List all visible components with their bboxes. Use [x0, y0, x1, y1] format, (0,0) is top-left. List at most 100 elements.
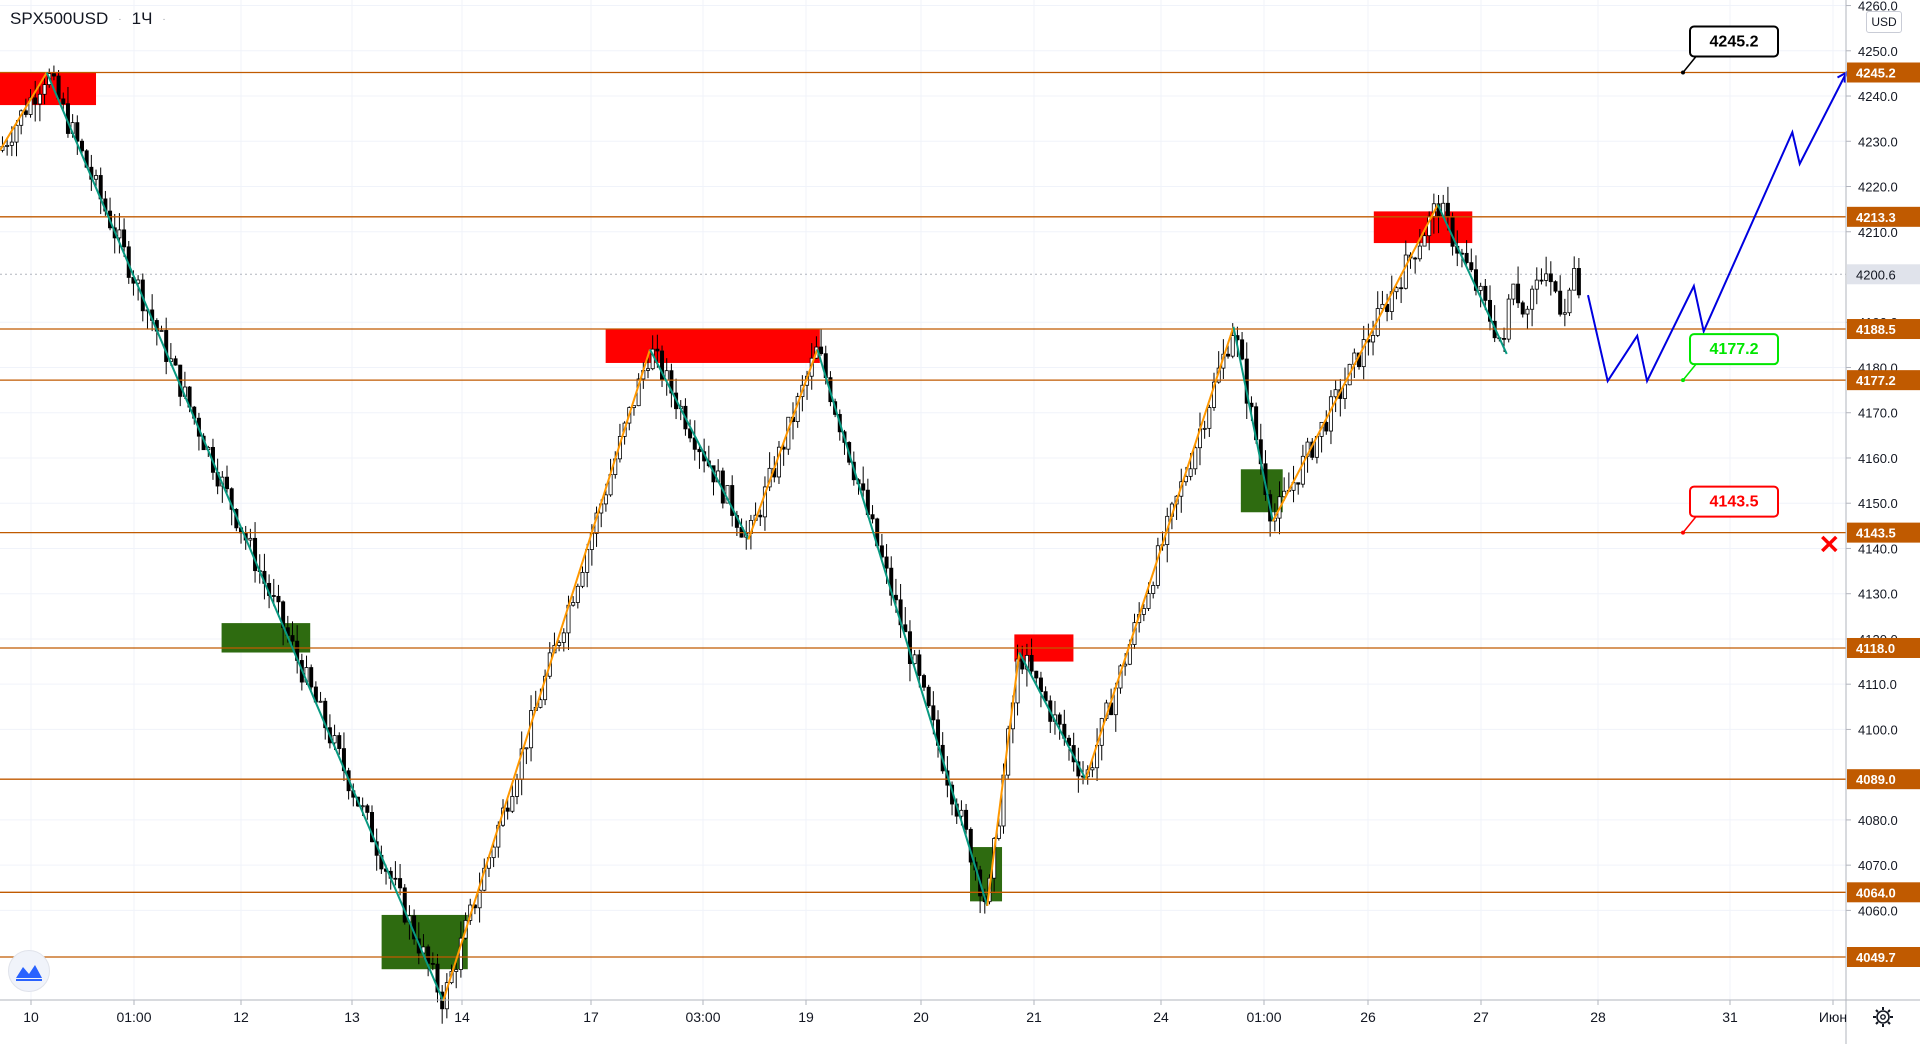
candle: [323, 697, 328, 740]
candle: [926, 684, 931, 708]
level-price-label: 4188.5: [1856, 322, 1896, 337]
candle: [575, 583, 580, 609]
symbol-name[interactable]: SPX500USD: [10, 9, 109, 28]
price-tick-label: 4060.0: [1858, 903, 1898, 918]
chart-header: SPX500USD · 1Ч ·: [10, 9, 166, 29]
candle: [1394, 286, 1399, 300]
zigzag-segment: [1232, 326, 1274, 522]
candle: [1399, 277, 1404, 304]
grid: [0, 0, 1846, 1000]
zigzag-segment: [1436, 204, 1508, 355]
zigzag-segment: [747, 349, 819, 540]
time-tick-label: 28: [1590, 1009, 1606, 1025]
demand-zone: [970, 847, 1003, 902]
candle: [94, 169, 99, 188]
candle: [879, 533, 884, 561]
price-tick-label: 4080.0: [1858, 813, 1898, 828]
price-tick-label: 4250.0: [1858, 44, 1898, 59]
zigzag-segment: [442, 349, 651, 1002]
candle: [1520, 300, 1525, 318]
interval-label[interactable]: 1Ч: [131, 9, 153, 28]
candle: [1464, 240, 1469, 265]
time-tick-label: 26: [1360, 1009, 1376, 1025]
candle: [79, 138, 84, 155]
gear-icon[interactable]: [1872, 1006, 1894, 1028]
candle: [557, 640, 562, 652]
target-label: 4245.2: [1710, 34, 1759, 51]
candle: [1300, 444, 1305, 488]
target-callout: 4143.5: [1681, 485, 1779, 535]
target-callout: 4177.2: [1681, 333, 1779, 383]
candle: [224, 465, 229, 494]
candle: [37, 86, 42, 122]
time-tick-label: 14: [454, 1009, 470, 1025]
price-tick-label: 4150.0: [1858, 496, 1898, 511]
candle: [454, 962, 459, 989]
level-price-tag: [1847, 637, 1920, 658]
currency-badge[interactable]: USD: [1866, 11, 1902, 33]
level-price-label: 4118.0: [1856, 641, 1895, 656]
candle: [1207, 404, 1212, 437]
candle: [430, 952, 435, 971]
candle: [458, 921, 463, 978]
price-tick-label: 4110.0: [1858, 677, 1897, 692]
price-tick-label: 4160.0: [1858, 451, 1898, 466]
candle: [861, 466, 866, 498]
level-price-label: 4049.7: [1856, 950, 1896, 965]
zigzag-segment: [45, 72, 445, 1002]
time-tick-label: 01:00: [1246, 1009, 1281, 1025]
price-tick-label: 4260.0: [1858, 0, 1898, 14]
price-tick-label: 4100.0: [1858, 722, 1898, 737]
candle: [393, 861, 398, 886]
candle: [889, 556, 894, 606]
time-tick-label: 20: [913, 1009, 929, 1025]
tradingview-logo-icon[interactable]: [8, 950, 50, 992]
level-price-tag: [1847, 370, 1920, 391]
level-price-tag: [1847, 319, 1920, 340]
level-price-label: 4143.5: [1856, 526, 1896, 541]
time-tick-label: 17: [583, 1009, 599, 1025]
level-price-tag: [1847, 882, 1920, 903]
candle: [14, 120, 19, 157]
candle: [117, 213, 122, 254]
candle: [309, 664, 314, 691]
price-axis[interactable]: 4260.04250.04240.04230.04220.04210.04190…: [1846, 0, 1920, 967]
price-tick-label: 4240.0: [1858, 89, 1898, 104]
candle: [398, 863, 403, 896]
candle: [819, 329, 824, 356]
candle: [1151, 581, 1156, 599]
zigzag-segment: [1084, 326, 1235, 780]
candle: [1413, 256, 1418, 274]
price-tick-label: 4230.0: [1858, 134, 1898, 149]
candle: [173, 355, 178, 366]
target-callouts[interactable]: 4245.2 4177.2 4143.5: [1681, 25, 1779, 535]
time-tick-label: 01:00: [116, 1009, 151, 1025]
level-price-label: 4064.0: [1856, 885, 1896, 900]
candle: [1202, 420, 1207, 439]
candle: [1534, 267, 1539, 305]
forecast-line: [1587, 72, 1848, 385]
candle: [1324, 410, 1329, 435]
candle: [730, 475, 735, 527]
time-tick-label: 10: [23, 1009, 39, 1025]
candle: [903, 607, 908, 633]
target-label: 4177.2: [1710, 341, 1759, 358]
price-tick-label: 4130.0: [1858, 587, 1898, 602]
level-price-label: 4213.3: [1856, 210, 1896, 225]
candle: [1361, 325, 1366, 380]
candle: [5, 137, 10, 156]
price-tick-label: 4220.0: [1858, 180, 1898, 195]
level-price-tag: [1847, 62, 1920, 83]
level-price-tag: [1847, 947, 1920, 967]
candle: [1548, 261, 1553, 296]
time-axis[interactable]: 10 01:00 12 13 14 17 03:00 19 20 21 24 01:00 26 27 28 3…: [23, 1000, 1847, 1025]
candle: [1506, 294, 1511, 343]
zigzag-segment: [1018, 652, 1087, 780]
candle: [964, 803, 969, 835]
candle: [75, 115, 80, 155]
zigzag-segment: [816, 349, 989, 907]
candle: [1558, 275, 1563, 317]
candle: [786, 416, 791, 455]
supply-zone: [605, 329, 820, 363]
